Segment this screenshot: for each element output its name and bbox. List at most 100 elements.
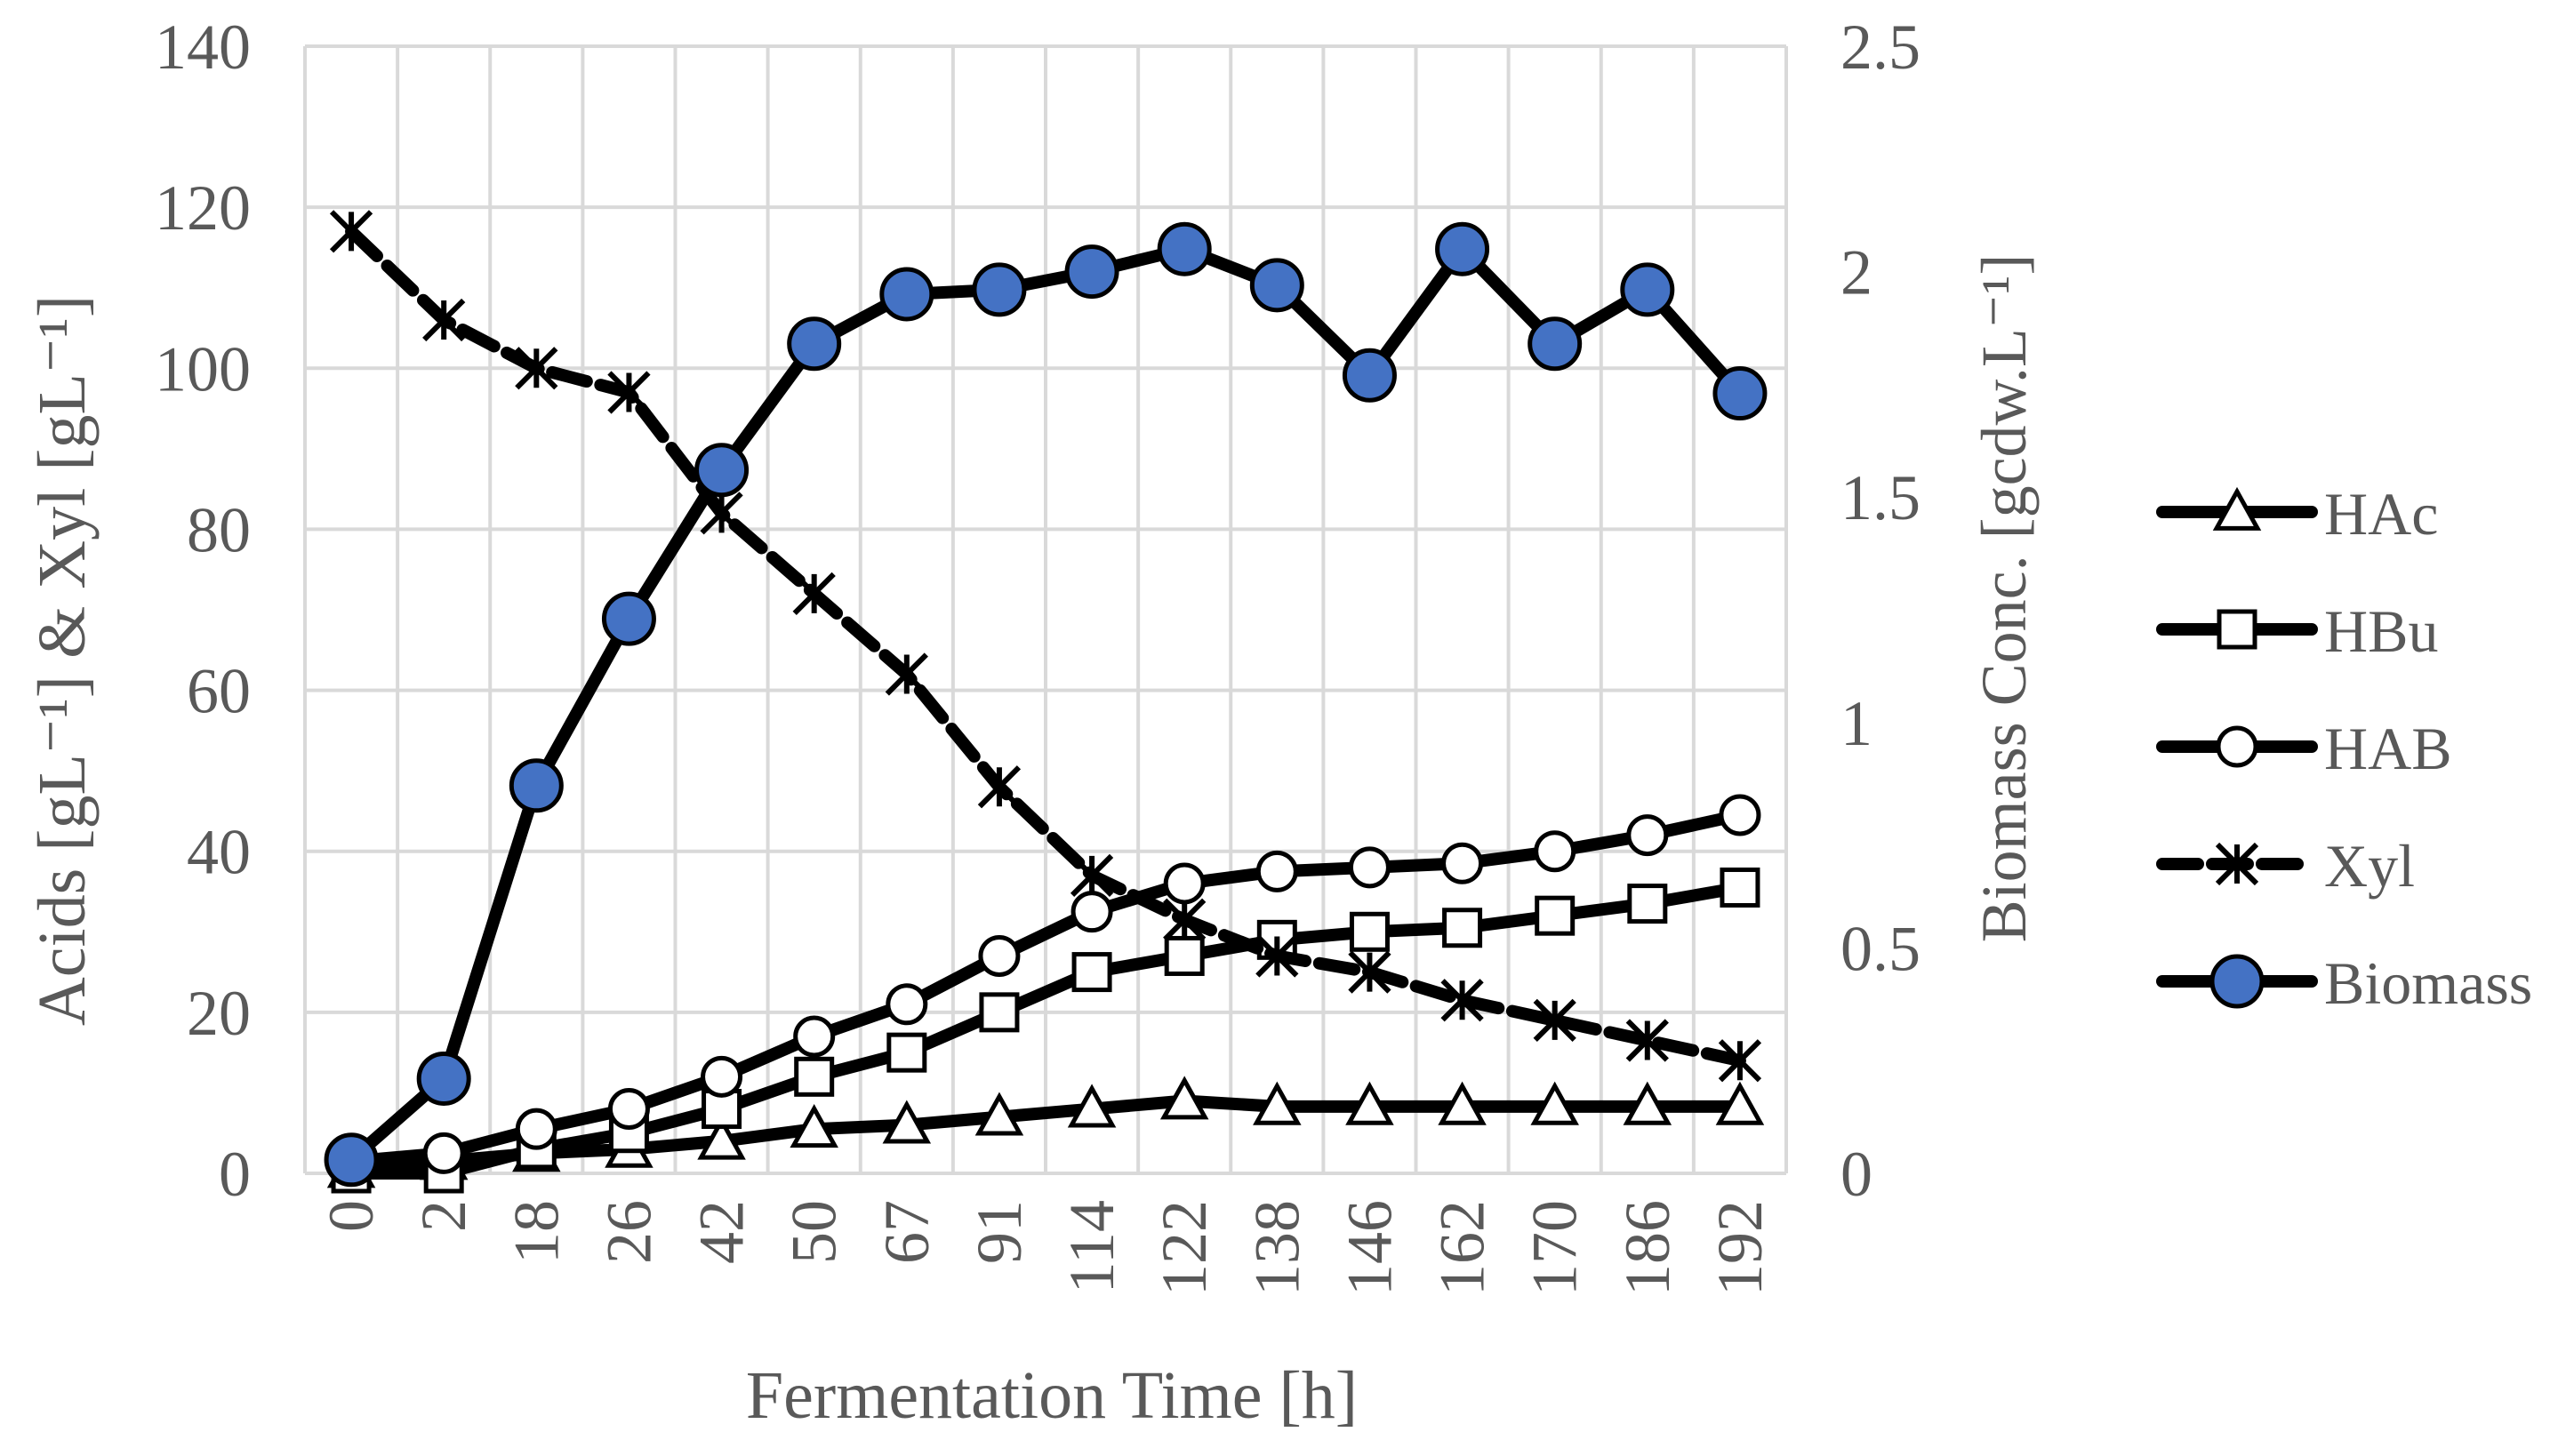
data-point-hbu (1535, 895, 1576, 936)
x-tick-label: 146 (1334, 1200, 1405, 1296)
data-point-biomass (1249, 258, 1304, 313)
data-point-hbu (702, 1089, 742, 1130)
data-point-xyl (607, 371, 651, 414)
data-point-hab (886, 983, 928, 1026)
legend-item-hbu: HBu (2156, 597, 2438, 665)
data-point-xyl (422, 298, 466, 342)
data-point-hbu (1164, 935, 1205, 976)
series-line-biomass (345, 243, 1746, 1166)
x-tick-label: 0 (316, 1200, 387, 1232)
data-point-biomass (1712, 366, 1768, 421)
right-y-tick-label: 0.5 (1840, 913, 1921, 984)
data-point-xyl (885, 652, 928, 696)
x-tick-label: 91 (964, 1200, 1035, 1264)
legend-marker (2212, 486, 2262, 531)
legend-label: HBu (2324, 597, 2438, 665)
data-point-hbu (979, 992, 1020, 1033)
data-point-xyl (1718, 1039, 1762, 1083)
legend-label: HAc (2324, 480, 2438, 548)
series-layer (324, 210, 1768, 1194)
data-point-biomass (787, 316, 842, 372)
series-line-hab (345, 808, 1746, 1168)
series-xyl (329, 210, 1762, 1083)
left-y-tick-label: 40 (187, 817, 251, 888)
data-point-biomass (694, 443, 750, 498)
data-point-xyl (329, 210, 373, 253)
left-y-axis-ticks: 0 20 40 60 80 100 120 140 (155, 12, 251, 1210)
x-tick-label: 26 (593, 1200, 664, 1264)
data-point-hab (978, 934, 1021, 977)
left-y-tick-label: 100 (155, 333, 251, 404)
data-point-biomass (1620, 262, 1675, 317)
data-point-xyl (515, 347, 558, 390)
data-point-biomass (1528, 316, 1583, 372)
data-point-hbu (1442, 908, 1483, 948)
data-point-hac (1159, 1076, 1209, 1120)
x-axis-title: Fermentation Time [h] (746, 1358, 1358, 1433)
x-tick-label: 122 (1149, 1200, 1220, 1296)
data-point-hab (1534, 830, 1576, 873)
x-tick-label: 192 (1704, 1200, 1776, 1296)
data-point-xyl (1440, 979, 1484, 1022)
data-point-xyl (1625, 1019, 1669, 1062)
data-point-hac (1438, 1081, 1487, 1125)
data-point-hab (607, 1088, 650, 1131)
left-y-tick-label: 80 (187, 494, 251, 565)
right-y-axis-title: Biomass Conc. [gcdw.L⁻¹] (1969, 254, 2040, 943)
x-tick-label: 162 (1427, 1200, 1498, 1296)
series-line-hac (345, 1094, 1746, 1176)
data-point-biomass (972, 262, 1027, 317)
data-point-biomass (416, 1051, 471, 1106)
data-point-hab (1255, 850, 1298, 892)
right-y-axis-ticks: 0 0.5 1 1.5 2 2.5 (1840, 12, 1921, 1210)
left-y-tick-label: 0 (219, 1139, 251, 1210)
series-hab (330, 794, 1761, 1182)
data-point-biomass (1435, 221, 1490, 276)
data-point-hac (1345, 1081, 1394, 1125)
data-point-xyl (977, 765, 1022, 809)
right-y-tick-label: 2 (1840, 237, 1872, 308)
data-point-biomass (1064, 244, 1119, 300)
data-point-hbu (1349, 911, 1390, 952)
data-point-hab (422, 1132, 465, 1174)
data-point-biomass (324, 1132, 379, 1188)
legend-item-hac: HAc (2156, 480, 2438, 548)
legend-label: Biomass (2324, 949, 2532, 1017)
data-point-hbu (1627, 884, 1668, 924)
data-point-xyl (1255, 934, 1299, 978)
legend-item-biomass: Biomass (2156, 949, 2532, 1017)
data-point-hac (697, 1116, 746, 1160)
left-y-tick-label: 120 (155, 172, 251, 244)
series-line-hbu (345, 881, 1746, 1180)
legend-marker (2217, 609, 2257, 650)
legend-item-hab: HAB (2156, 715, 2452, 782)
left-y-tick-label: 20 (187, 978, 251, 1049)
x-tick-label: 42 (686, 1200, 758, 1264)
data-point-hbu (1071, 952, 1112, 993)
left-y-tick-label: 140 (155, 12, 251, 83)
data-point-hbu (1720, 867, 1760, 908)
data-point-biomass (879, 267, 934, 322)
data-point-hac (1623, 1081, 1672, 1125)
legend-marker (2209, 954, 2265, 1009)
x-tick-label: 138 (1241, 1200, 1312, 1296)
x-tick-label: 2 (408, 1200, 479, 1232)
legend: HAc HBu HAB Xyl Biomass (2156, 480, 2532, 1017)
data-point-xyl (792, 572, 836, 616)
x-tick-label: 114 (1056, 1200, 1127, 1293)
data-point-hbu (886, 1032, 927, 1073)
data-point-hac (1067, 1084, 1117, 1128)
left-y-axis-title: Acids [gL⁻¹] & Xyl [gL⁻¹] (25, 295, 100, 1026)
data-point-hac (1530, 1081, 1579, 1125)
data-point-biomass (1342, 348, 1397, 403)
data-point-hbu (794, 1056, 835, 1097)
legend-marker (2215, 842, 2259, 886)
legend-label: HAB (2324, 715, 2452, 782)
data-point-hab (1071, 891, 1113, 933)
data-point-hab (1719, 794, 1761, 836)
x-axis-ticks: 0 2 18 26 42 50 67 91 114 122 138 146 162 170 186 192 (316, 1200, 1776, 1296)
data-point-hab (1163, 862, 1206, 905)
